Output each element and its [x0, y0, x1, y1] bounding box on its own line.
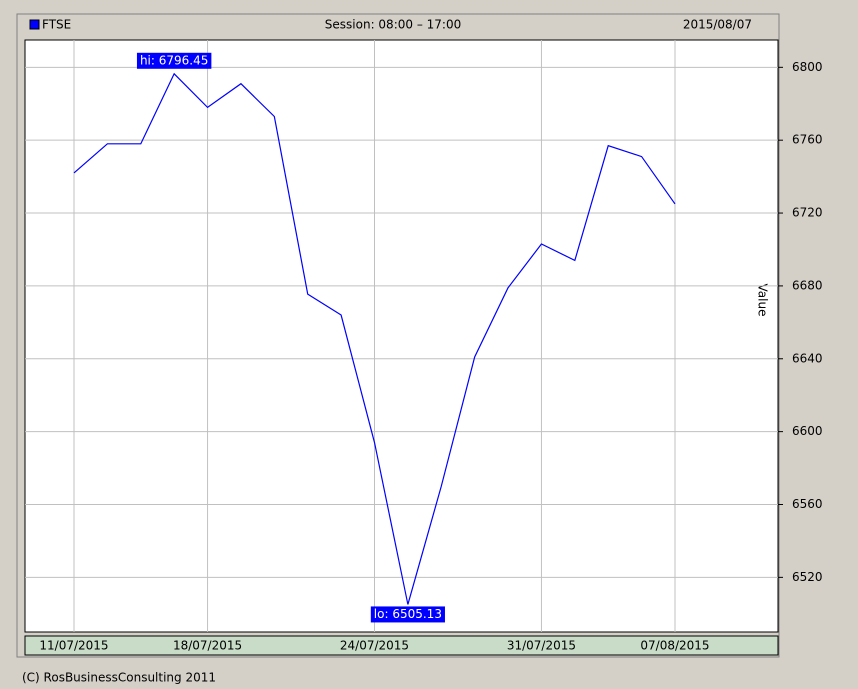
y-axis-label: Value [756, 284, 770, 317]
annotation-box [136, 52, 212, 69]
y-tick-label: 6800 [792, 60, 823, 74]
x-tick-label: 31/07/2015 [507, 639, 576, 653]
x-tick-label: 07/08/2015 [640, 639, 709, 653]
annotation-box [370, 606, 445, 623]
legend-swatch [29, 19, 40, 30]
date: 2015/08/07 [683, 18, 752, 32]
plot-area [24, 39, 779, 633]
y-tick-label: 6520 [792, 570, 823, 584]
footer: (C) RosBusinessConsulting 2011 [22, 671, 216, 685]
y-tick-label: 6560 [792, 497, 823, 511]
annotation: lo: 6505.13 [374, 607, 442, 621]
y-tick-label: 6680 [792, 278, 823, 292]
series-line [73, 72, 676, 605]
annotation: hi: 6796.45 [140, 53, 208, 67]
y-tick-label: 6720 [792, 206, 823, 220]
x-tick-label: 24/07/2015 [340, 639, 409, 653]
x-tick-label: 18/07/2015 [173, 639, 242, 653]
x-axis-strip [24, 635, 779, 656]
y-tick-label: 6760 [792, 133, 823, 147]
session: Session: 08:00 – 17:00 [325, 18, 461, 32]
y-tick-label: 6640 [792, 351, 823, 365]
legend-label: FTSE [42, 18, 71, 32]
y-tick-label: 6600 [792, 424, 823, 438]
x-tick-label: 11/07/2015 [39, 639, 108, 653]
